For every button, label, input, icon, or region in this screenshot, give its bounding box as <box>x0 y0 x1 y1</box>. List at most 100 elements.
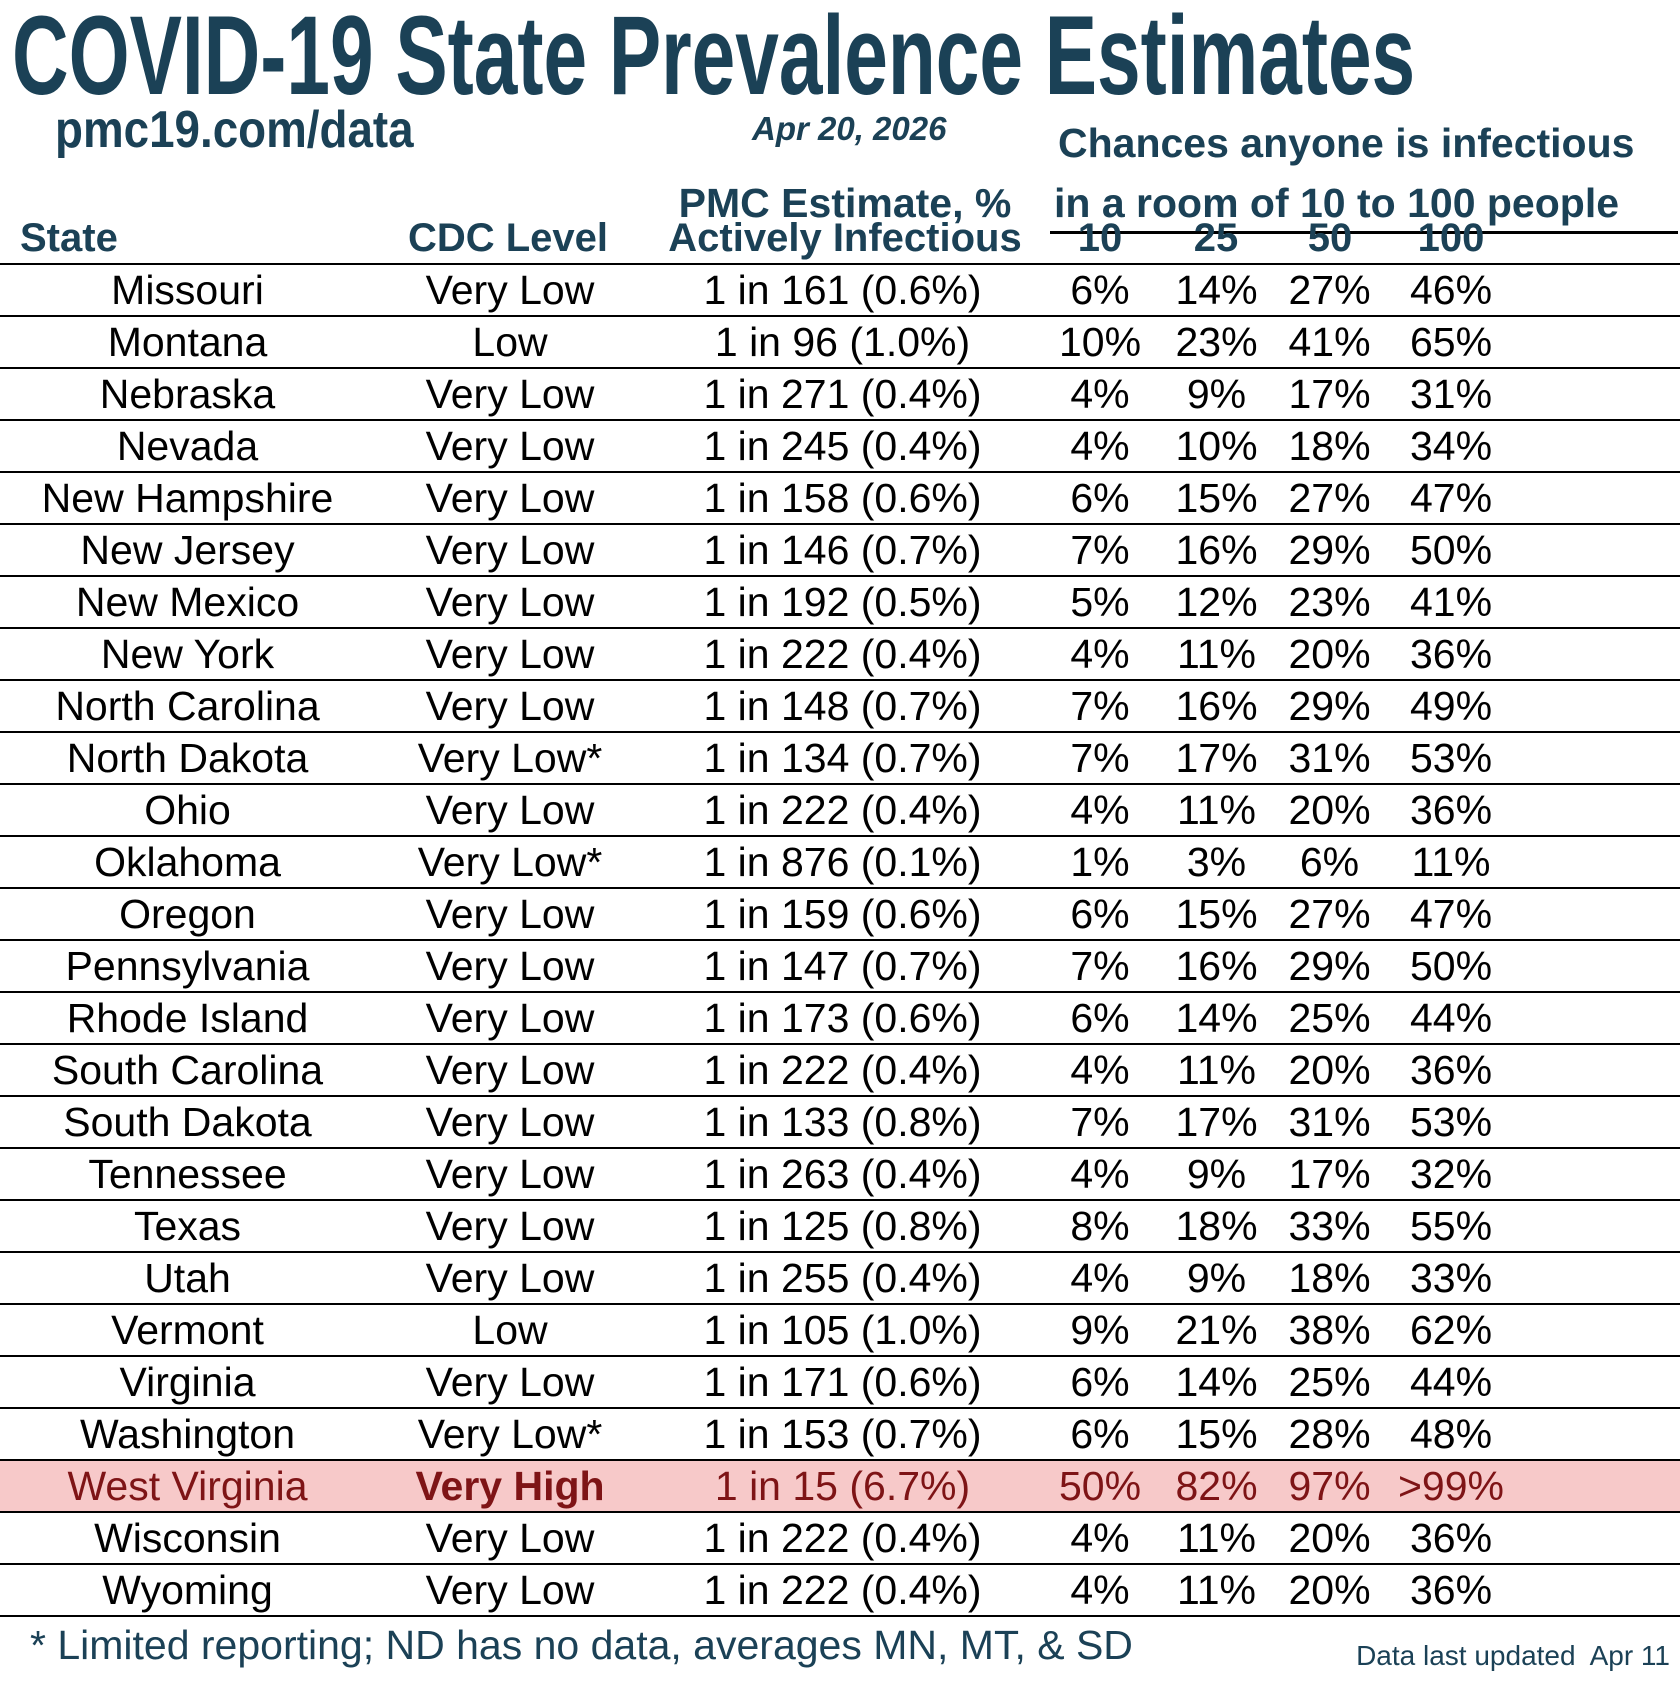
estimate-cell: 1 in 161 (0.6%) <box>645 263 1040 316</box>
cdc-level-cell: Very Low <box>375 1563 645 1617</box>
chance-10-cell: 4% <box>1040 1147 1160 1200</box>
chance-25-cell: 23% <box>1160 315 1273 368</box>
chance-25-cell: 9% <box>1160 1251 1273 1304</box>
table-row: Tennessee Very Low 1 in 263 (0.4%) 4% 9% 17% 3… <box>0 1147 1680 1200</box>
chance-100-cell: 50% <box>1386 939 1516 992</box>
state-cell: New Hampshire <box>0 471 375 524</box>
spacer-cell <box>1516 1147 1680 1200</box>
chance-10-cell: 4% <box>1040 1563 1160 1617</box>
estimate-cell: 1 in 192 (0.5%) <box>645 575 1040 628</box>
table-row: Washington Very Low* 1 in 153 (0.7%) 6% 15% 2… <box>0 1407 1680 1460</box>
state-cell: Missouri <box>0 263 375 316</box>
chance-10-cell: 4% <box>1040 627 1160 680</box>
chance-25-cell: 9% <box>1160 1147 1273 1200</box>
spacer-cell <box>1516 1511 1680 1564</box>
chance-25-cell: 21% <box>1160 1303 1273 1356</box>
chance-10-cell: 4% <box>1040 783 1160 836</box>
state-cell: Utah <box>0 1251 375 1304</box>
chance-10-cell: 5% <box>1040 575 1160 628</box>
spacer-cell <box>1516 835 1680 888</box>
table-row: New York Very Low 1 in 222 (0.4%) 4% 11% 20% 3… <box>0 627 1680 680</box>
chance-50-cell: 31% <box>1273 1095 1386 1148</box>
chance-25-cell: 11% <box>1160 1511 1273 1564</box>
chance-50-cell: 25% <box>1273 1355 1386 1408</box>
chance-100-cell: 36% <box>1386 627 1516 680</box>
chance-25-cell: 9% <box>1160 367 1273 420</box>
state-cell: Pennsylvania <box>0 939 375 992</box>
table-row: Utah Very Low 1 in 255 (0.4%) 4% 9% 18% 33% <box>0 1251 1680 1304</box>
cdc-level-cell: Very Low <box>375 1147 645 1200</box>
chance-10-cell: 6% <box>1040 1355 1160 1408</box>
spacer-cell <box>1516 731 1680 784</box>
chance-50-cell: 27% <box>1273 887 1386 940</box>
state-cell: New Mexico <box>0 575 375 628</box>
cdc-level-cell: Very Low <box>375 939 645 992</box>
estimate-cell: 1 in 245 (0.4%) <box>645 419 1040 472</box>
cdc-level-cell: Very High <box>375 1459 645 1512</box>
cdc-level-cell: Very Low <box>375 783 645 836</box>
estimate-cell: 1 in 133 (0.8%) <box>645 1095 1040 1148</box>
estimate-cell: 1 in 255 (0.4%) <box>645 1251 1040 1304</box>
spacer-cell <box>1516 939 1680 992</box>
chance-100-cell: 44% <box>1386 991 1516 1044</box>
table-row: Nebraska Very Low 1 in 271 (0.4%) 4% 9% 17% 31… <box>0 367 1680 420</box>
chance-10-cell: 7% <box>1040 939 1160 992</box>
state-cell: Rhode Island <box>0 991 375 1044</box>
table-row: North Dakota Very Low* 1 in 134 (0.7%) 7% 17… <box>0 731 1680 784</box>
state-cell: Texas <box>0 1199 375 1252</box>
chance-100-cell: 33% <box>1386 1251 1516 1304</box>
chance-50-cell: 20% <box>1273 1563 1386 1617</box>
chance-100-cell: 53% <box>1386 1095 1516 1148</box>
spacer-cell <box>1516 887 1680 940</box>
cdc-level-cell: Low <box>375 315 645 368</box>
column-header-cdc-level: CDC Level <box>407 216 609 260</box>
spacer-cell <box>1516 1563 1680 1617</box>
cdc-level-cell: Very Low <box>375 887 645 940</box>
cdc-level-cell: Very Low* <box>375 1407 645 1460</box>
spacer-cell <box>1516 783 1680 836</box>
estimate-cell: 1 in 876 (0.1%) <box>645 835 1040 888</box>
spacer-cell <box>1516 991 1680 1044</box>
chance-25-cell: 16% <box>1160 523 1273 576</box>
column-header-actively-infectious: Actively Infectious <box>668 216 1022 260</box>
state-cell: Ohio <box>0 783 375 836</box>
table-row: Ohio Very Low 1 in 222 (0.4%) 4% 11% 20% 36% <box>0 783 1680 836</box>
estimate-cell: 1 in 222 (0.4%) <box>645 1511 1040 1564</box>
chance-25-cell: 3% <box>1160 835 1273 888</box>
cdc-level-cell: Very Low <box>375 419 645 472</box>
last-updated-label: Data last updated <box>1356 1640 1576 1671</box>
spacer-cell <box>1516 523 1680 576</box>
chance-10-cell: 4% <box>1040 419 1160 472</box>
estimate-cell: 1 in 158 (0.6%) <box>645 471 1040 524</box>
chances-heading-underline <box>1050 231 1678 234</box>
table-row: Wyoming Very Low 1 in 222 (0.4%) 4% 11% 20% 36… <box>0 1563 1680 1617</box>
table-row: New Jersey Very Low 1 in 146 (0.7%) 7% 16% 29… <box>0 523 1680 576</box>
cdc-level-cell: Very Low <box>375 1251 645 1304</box>
table-row: Oregon Very Low 1 in 159 (0.6%) 6% 15% 27% 47% <box>0 887 1680 940</box>
chance-100-cell: >99% <box>1386 1459 1516 1512</box>
cdc-level-cell: Very Low <box>375 1043 645 1096</box>
estimate-cell: 1 in 222 (0.4%) <box>645 1563 1040 1617</box>
chance-25-cell: 15% <box>1160 887 1273 940</box>
chance-10-cell: 4% <box>1040 367 1160 420</box>
table-row: West Virginia Very High 1 in 15 (6.7%) 50% 8… <box>0 1459 1680 1512</box>
chance-100-cell: 47% <box>1386 887 1516 940</box>
chance-100-cell: 44% <box>1386 1355 1516 1408</box>
chance-10-cell: 4% <box>1040 1511 1160 1564</box>
estimate-cell: 1 in 105 (1.0%) <box>645 1303 1040 1356</box>
chance-50-cell: 20% <box>1273 1511 1386 1564</box>
chance-25-cell: 11% <box>1160 1563 1273 1617</box>
estimate-cell: 1 in 159 (0.6%) <box>645 887 1040 940</box>
chance-100-cell: 46% <box>1386 263 1516 316</box>
column-header-room-100: 100 <box>1417 216 1485 260</box>
spacer-cell <box>1516 419 1680 472</box>
chance-10-cell: 7% <box>1040 731 1160 784</box>
table-row: South Carolina Very Low 1 in 222 (0.4%) 4% 1… <box>0 1043 1680 1096</box>
chance-100-cell: 47% <box>1386 471 1516 524</box>
spacer-cell <box>1516 679 1680 732</box>
chance-10-cell: 6% <box>1040 887 1160 940</box>
cdc-level-cell: Very Low <box>375 627 645 680</box>
chance-100-cell: 62% <box>1386 1303 1516 1356</box>
chance-100-cell: 36% <box>1386 783 1516 836</box>
chance-10-cell: 10% <box>1040 315 1160 368</box>
